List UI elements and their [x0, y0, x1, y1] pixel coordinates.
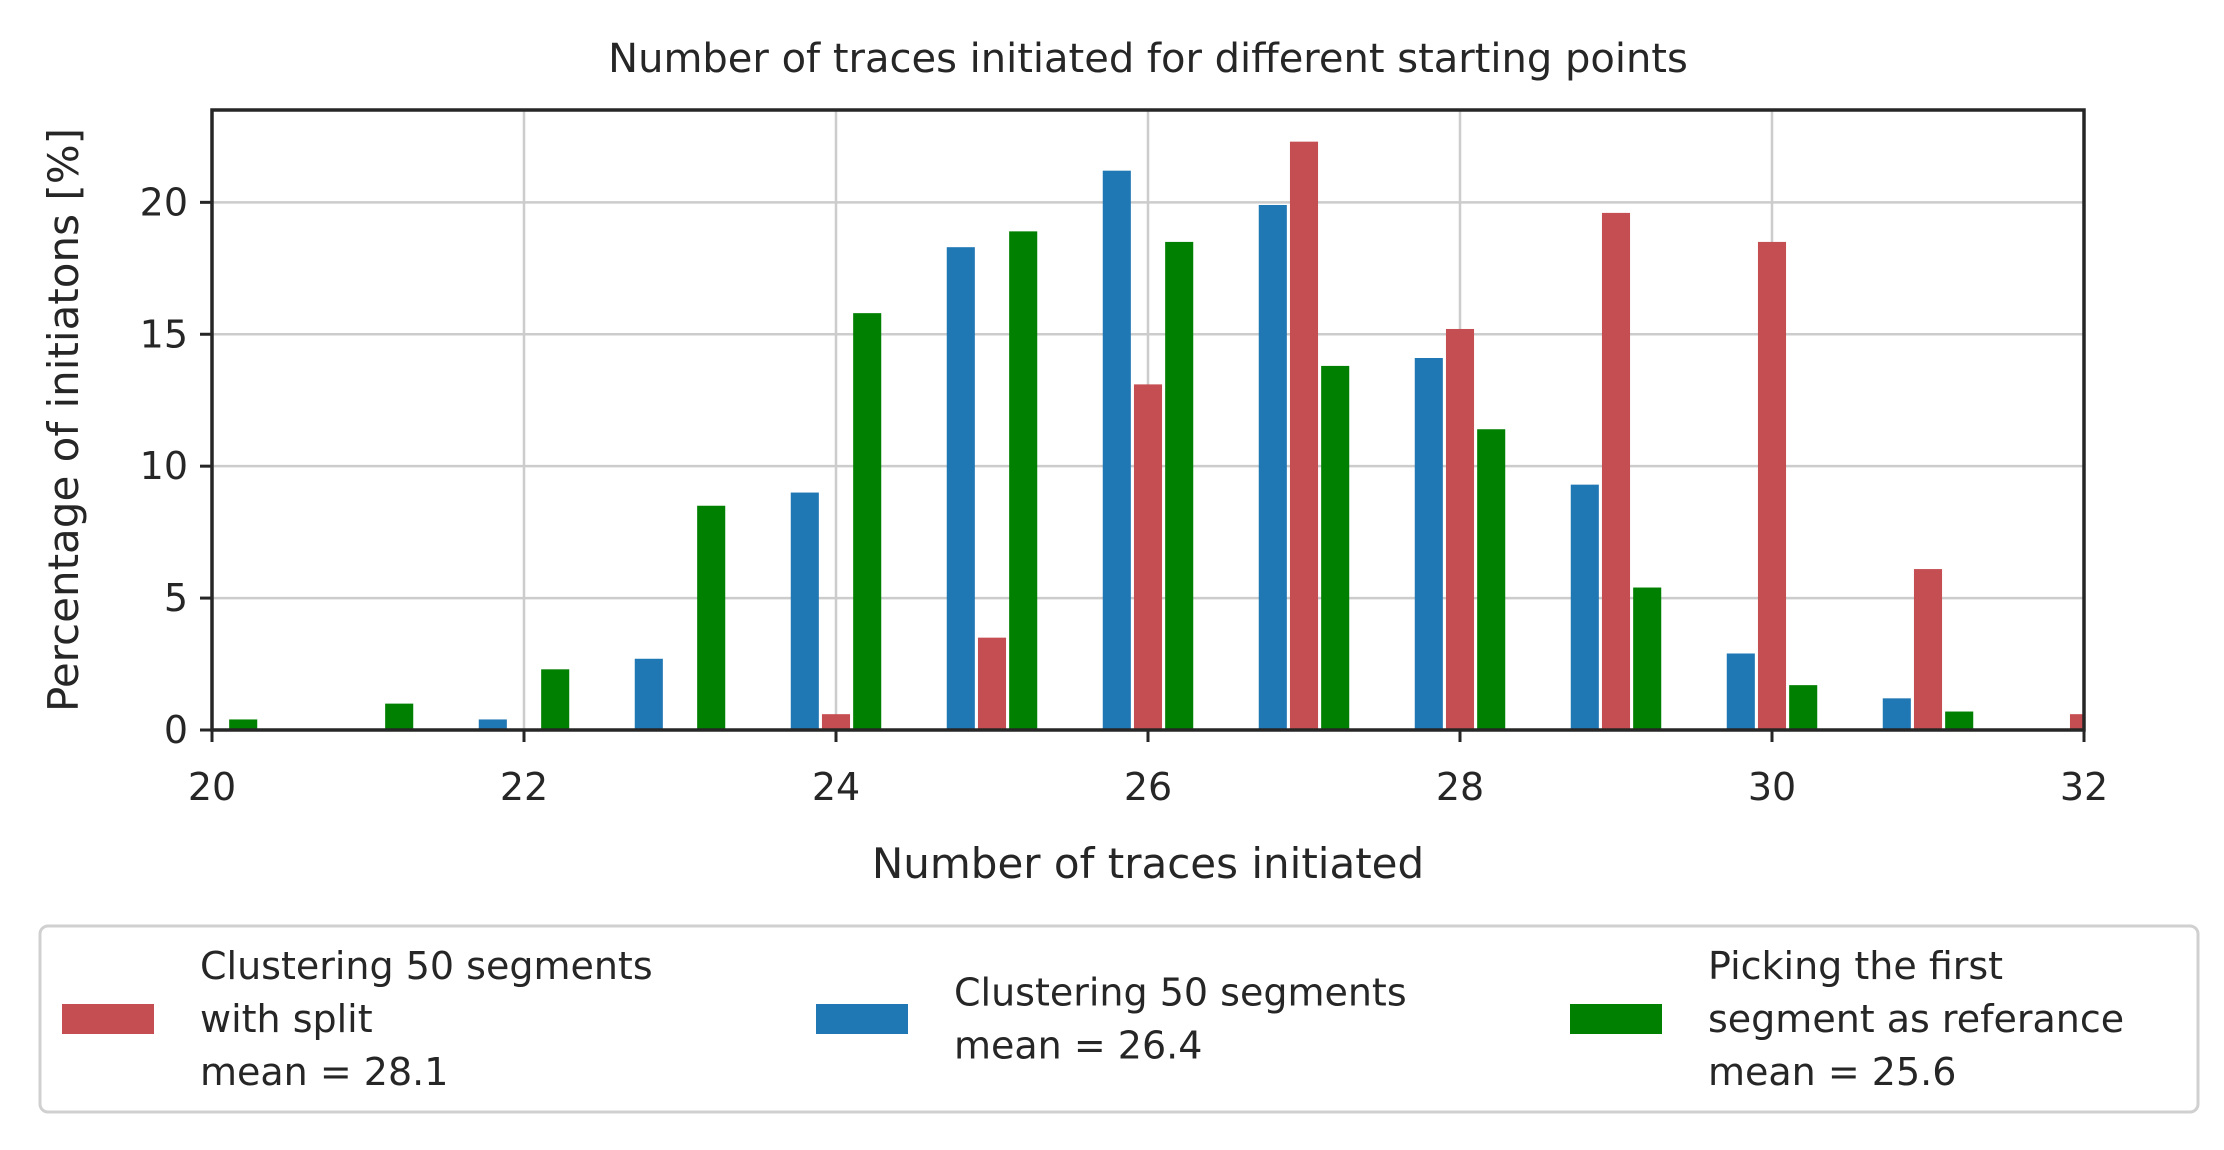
bar-series-2: [478, 719, 507, 730]
x-tick-label: 30: [1748, 765, 1796, 809]
y-axis-label: Percentage of initiatons [%]: [39, 128, 88, 712]
y-tick-label: 0: [164, 708, 188, 752]
bar-series-3: [1945, 711, 1974, 730]
x-tick-label: 26: [1124, 765, 1172, 809]
bar-series-3: [1477, 429, 1506, 730]
bar-series-1: [1133, 384, 1163, 730]
bar-series-3: [853, 313, 882, 730]
bars: [229, 141, 2084, 730]
bar-series-2: [1726, 653, 1755, 730]
bar-series-2: [946, 247, 975, 730]
bar-series-1: [1445, 328, 1475, 730]
y-tick-label: 5: [164, 576, 188, 620]
x-tick-label: 20: [188, 765, 236, 809]
bar-series-1: [977, 637, 1007, 730]
bar-series-3: [1633, 587, 1662, 730]
bar-series-3: [229, 719, 258, 730]
x-axis-label: Number of traces initiated: [872, 839, 1424, 888]
bar-series-3: [1321, 365, 1350, 730]
bar-series-2: [790, 492, 819, 730]
legend-label-2: Clustering 50 segments: [954, 971, 1407, 1015]
legend: Clustering 50 segments with split mean = 2…: [62, 944, 2124, 1094]
bar-series-2: [634, 658, 663, 730]
y-tick-label: 20: [140, 180, 188, 224]
bar-series-3: [1009, 231, 1038, 730]
bar-series-3: [385, 703, 414, 730]
bar-series-1: [2069, 714, 2084, 730]
bar-series-1: [1913, 569, 1943, 730]
legend-label-1: mean = 28.1: [200, 1050, 448, 1094]
bar-series-3: [1165, 241, 1194, 730]
legend-swatch-1: [62, 1004, 154, 1034]
bar-series-1: [1289, 141, 1319, 730]
legend-box: [38, 924, 2200, 1114]
y-tick-label: 15: [140, 312, 188, 356]
chart-title: Number of traces initiated for different…: [608, 36, 1688, 82]
bar-series-3: [697, 505, 726, 730]
bar-series-1: [821, 714, 851, 730]
bar-series-3: [1789, 685, 1818, 730]
legend-label-2: mean = 26.4: [954, 1024, 1202, 1068]
bar-series-1: [1757, 241, 1787, 730]
bar-series-2: [1102, 170, 1131, 730]
bar-series-2: [1882, 698, 1911, 730]
x-tick-label: 22: [500, 765, 548, 809]
bar-series-2: [1258, 204, 1287, 730]
bar-series-2: [1414, 358, 1443, 730]
axis-ticks: 20 22 24 26 28 30 32 0 5 10 15 20: [140, 180, 2109, 809]
x-tick-label: 28: [1436, 765, 1484, 809]
legend-swatch-2: [816, 1004, 908, 1034]
legend-label-3: mean = 25.6: [1708, 1050, 1956, 1094]
y-tick-label: 10: [140, 444, 188, 488]
x-tick-label: 24: [812, 765, 860, 809]
legend-label-1: Clustering 50 segments: [200, 944, 653, 988]
legend-label-1: with split: [200, 997, 373, 1041]
legend-label-3: segment as referance: [1708, 997, 2124, 1041]
bar-series-3: [541, 669, 570, 730]
bar-series-1: [1601, 212, 1631, 730]
x-tick-label: 32: [2060, 765, 2108, 809]
bar-series-2: [1570, 484, 1599, 730]
legend-label-3: Picking the first: [1708, 944, 2003, 988]
legend-swatch-3: [1570, 1004, 1662, 1034]
